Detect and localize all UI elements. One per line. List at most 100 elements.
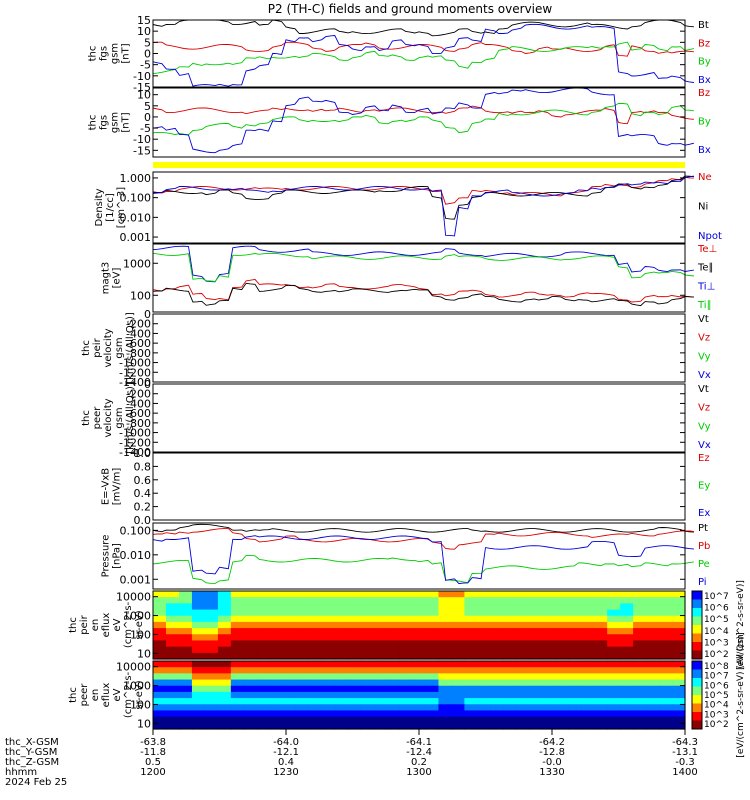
heatmap-cell: [659, 673, 673, 681]
heatmap-cell: [386, 615, 401, 623]
heatmap-cell: [256, 652, 271, 660]
heatmap-cell: [516, 597, 530, 604]
heatmap-cell: [269, 716, 284, 724]
heatmap-cell: [412, 716, 427, 724]
heatmap-cell: [425, 673, 440, 681]
heatmap-cell: [230, 646, 245, 654]
heatmap-cell: [646, 661, 660, 668]
heatmap-cell: [633, 628, 647, 635]
panel-frame: [152, 383, 686, 453]
heatmap-cell: [282, 621, 297, 629]
heatmap-cell: [243, 661, 258, 668]
y-tick-label: 100: [130, 289, 151, 302]
heatmap-cell: [451, 603, 466, 611]
y-tick-label: 0.001: [120, 231, 152, 244]
y-axis-label-line: thc: [68, 617, 79, 633]
heatmap-cell: [399, 591, 414, 598]
heatmap-cell: [165, 685, 180, 693]
heatmap-cell: [607, 698, 621, 705]
heatmap-cell: [516, 716, 530, 724]
heatmap-cell: [542, 615, 556, 623]
heatmap-cell: [204, 609, 219, 617]
y-axis-label: E=-VxB [mV/m]: [101, 468, 123, 506]
heatmap-cell: [399, 698, 414, 705]
heatmap-cell: [529, 603, 543, 611]
heatmap-cell: [555, 652, 569, 660]
y-tick-label: 1000: [123, 257, 151, 270]
heatmap-cell: [165, 673, 180, 681]
heatmap-cell: [672, 603, 686, 611]
heatmap-cell: [269, 646, 284, 654]
y-tick-label: 5: [144, 100, 151, 113]
heatmap-cell: [438, 691, 453, 699]
heatmap-cell: [321, 704, 336, 712]
heatmap-cell: [672, 691, 686, 699]
y-axis-label-line: thc: [68, 687, 79, 703]
heatmap-cell: [477, 667, 491, 674]
y-axis-label: thc peer en eflux eV (cm^2-s-sr-eV): [68, 671, 145, 718]
series-line-Bx: [152, 23, 694, 87]
heatmap-cell: [308, 698, 323, 705]
heatmap-cell: [347, 661, 362, 668]
heatmap-cell: [451, 710, 466, 718]
heatmap-cell: [568, 661, 582, 668]
heatmap-cell: [412, 679, 427, 687]
heatmap-cell: [360, 628, 375, 635]
heatmap-cell: [503, 640, 517, 648]
heatmap-cell: [178, 704, 193, 712]
heatmap-cell: [451, 716, 466, 724]
heatmap-cell: [633, 710, 647, 718]
legend-Ey: Ey: [698, 481, 710, 492]
y-tick-label: -800: [126, 417, 151, 430]
heatmap-cell: [217, 634, 232, 642]
heatmap-cell: [243, 591, 258, 598]
colorbar-frame: [691, 660, 703, 730]
heatmap-cell: [256, 634, 271, 642]
heatmap-cell: [555, 710, 569, 718]
x-tick-label: 0.5: [145, 757, 161, 768]
heatmap-cell: [581, 646, 595, 654]
heatmap-cell: [217, 704, 232, 712]
heatmap-cell: [334, 652, 349, 660]
y-tick-label: 0.0: [134, 514, 152, 527]
heatmap-cell: [386, 621, 401, 629]
heatmap-cell: [321, 628, 336, 635]
heatmap-cell: [477, 698, 491, 705]
heatmap-cell: [529, 634, 543, 642]
heatmap-cell: [633, 722, 647, 730]
heatmap-cell: [295, 615, 310, 623]
heatmap-cell: [620, 722, 634, 730]
panel-frame: [152, 590, 686, 660]
colorbar-label: 10^3: [704, 710, 729, 720]
heatmap-cell: [399, 615, 414, 623]
heatmap-cell: [659, 652, 673, 660]
heatmap-cell: [581, 716, 595, 724]
heatmap-cell: [243, 640, 258, 648]
panel-density: 0.001 0.010 0.100 1.000 Density [1/cc] [cm^-3]…: [94, 171, 722, 244]
heatmap-cell: [477, 673, 491, 681]
heatmap-cell: [282, 698, 297, 705]
heatmap-cell: [529, 615, 543, 623]
x-tick-label: -64.2: [539, 737, 565, 748]
heatmap-cell: [568, 621, 582, 629]
heatmap-cell: [529, 661, 543, 668]
y-tick-label: 10: [137, 717, 151, 730]
heatmap-cell: [347, 679, 362, 687]
heatmap-cell: [217, 615, 232, 623]
heatmap-cell: [464, 646, 478, 654]
heatmap-cell: [555, 634, 569, 642]
heatmap-cell: [490, 673, 504, 681]
heatmap-cell: [269, 691, 284, 699]
heatmap-cell: [594, 685, 608, 693]
heatmap-cell: [672, 628, 686, 635]
x-axis-row-label: thc_Y-GSM: [5, 747, 57, 758]
legend-Pb: Pb: [698, 541, 710, 552]
heatmap-cell: [451, 691, 466, 699]
heatmap-cell: [360, 640, 375, 648]
heatmap-cell: [295, 722, 310, 730]
heatmap-cell: [516, 661, 530, 668]
heatmap-cell: [555, 640, 569, 648]
heatmap-cell: [360, 685, 375, 693]
